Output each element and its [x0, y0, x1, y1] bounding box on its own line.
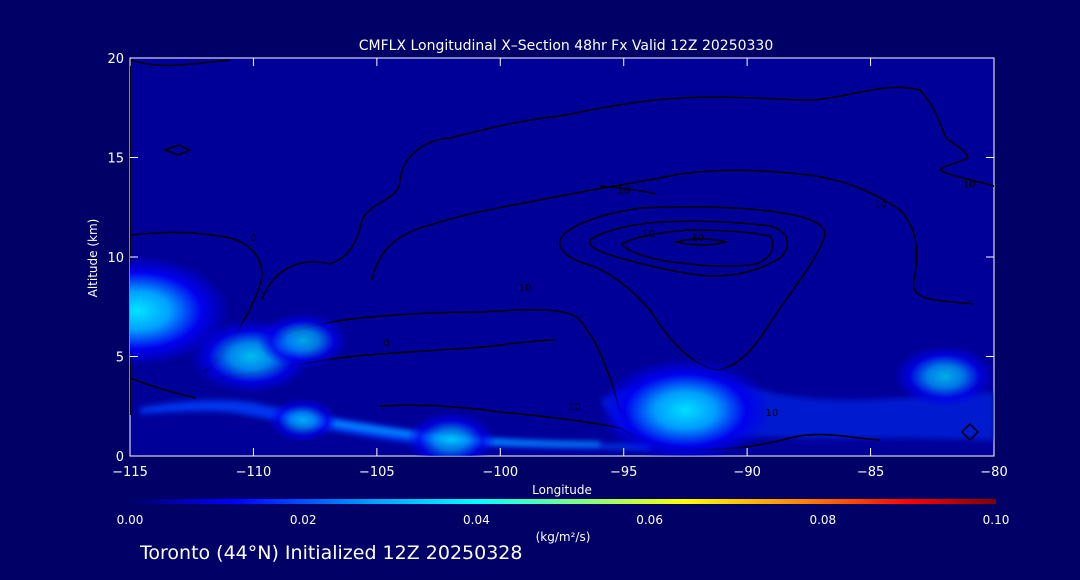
- contour-label: 0: [384, 339, 390, 350]
- contour-line: [599, 185, 657, 195]
- colorbar-units: (kg/m²/s): [536, 530, 591, 544]
- plot-frame: [129, 57, 995, 457]
- y-tick-label: 5: [116, 351, 124, 366]
- footer-caption: Toronto (44°N) Initialized 12Z 20250328: [140, 542, 523, 564]
- contour-line: [269, 308, 881, 450]
- contour-label: 10: [765, 408, 778, 419]
- contour-label: 10: [642, 229, 655, 240]
- contour-label: 10: [519, 283, 532, 294]
- colorbar: [130, 499, 996, 504]
- x-tick-label: −85: [857, 465, 884, 480]
- x-tick-label: −100: [482, 465, 518, 480]
- contour-label: 10: [874, 199, 887, 210]
- flux-maximum: [257, 312, 348, 369]
- x-tick-label: −105: [359, 465, 395, 480]
- x-axis: −115 −110 −105 −100 −95 −90 −85 −80: [112, 58, 1008, 480]
- flux-maxima: [130, 255, 994, 456]
- flux-maximum: [405, 412, 497, 456]
- contour-label: 10: [568, 402, 581, 413]
- contour-line: [960, 422, 980, 442]
- contour-line: [130, 377, 197, 399]
- flux-maximum: [598, 358, 773, 456]
- y-axis: 0 5 10 15 20: [107, 52, 994, 465]
- y-axis-label: Altitude (km): [86, 219, 100, 298]
- contour-line: [673, 238, 729, 246]
- colorbar-tick-label: 0.10: [983, 513, 1010, 527]
- colorbar-ticks: 0.00 0.02 0.04 0.06 0.08 0.10: [117, 513, 1010, 527]
- colorbar-tick-label: 0.02: [290, 513, 317, 527]
- contour-line: [371, 169, 975, 305]
- contour-line: [558, 205, 826, 371]
- contour-label: 10: [617, 185, 630, 196]
- contour-label: 10: [691, 233, 704, 244]
- colorbar-tick-label: 0.06: [636, 513, 663, 527]
- colorbar-tick-label: 0.04: [463, 513, 490, 527]
- colorbar-tick-label: 0.00: [117, 513, 144, 527]
- contour-line: [261, 86, 994, 301]
- x-tick-label: −80: [980, 465, 1007, 480]
- contour-line: [620, 229, 774, 267]
- contour-line: [130, 59, 231, 67]
- flux-maximum: [268, 398, 338, 443]
- x-tick-label: −95: [610, 465, 637, 480]
- contour-line: [162, 144, 192, 156]
- x-tick-label: −110: [236, 465, 272, 480]
- flux-band-low: [140, 400, 650, 450]
- contour-lines: [130, 59, 994, 451]
- y-tick-label: 15: [107, 152, 124, 167]
- chart-title: CMFLX Longitudinal X–Section 48hr Fx Val…: [359, 38, 773, 54]
- flux-maximum: [894, 345, 994, 408]
- contour-label: 10: [963, 179, 976, 190]
- y-tick-label: 20: [107, 52, 124, 67]
- contour-labels: 0 0 10 10 10 10 10 10 10 10: [250, 179, 975, 419]
- colorbar-tick-label: 0.08: [809, 513, 836, 527]
- contour-label: 0: [250, 233, 256, 244]
- x-tick-label: −90: [733, 465, 760, 480]
- contour-line: [589, 220, 789, 277]
- y-tick-label: 10: [107, 251, 124, 266]
- x-tick-label: −115: [112, 465, 148, 480]
- y-tick-label: 0: [116, 450, 124, 465]
- x-axis-label: Longitude: [532, 483, 592, 497]
